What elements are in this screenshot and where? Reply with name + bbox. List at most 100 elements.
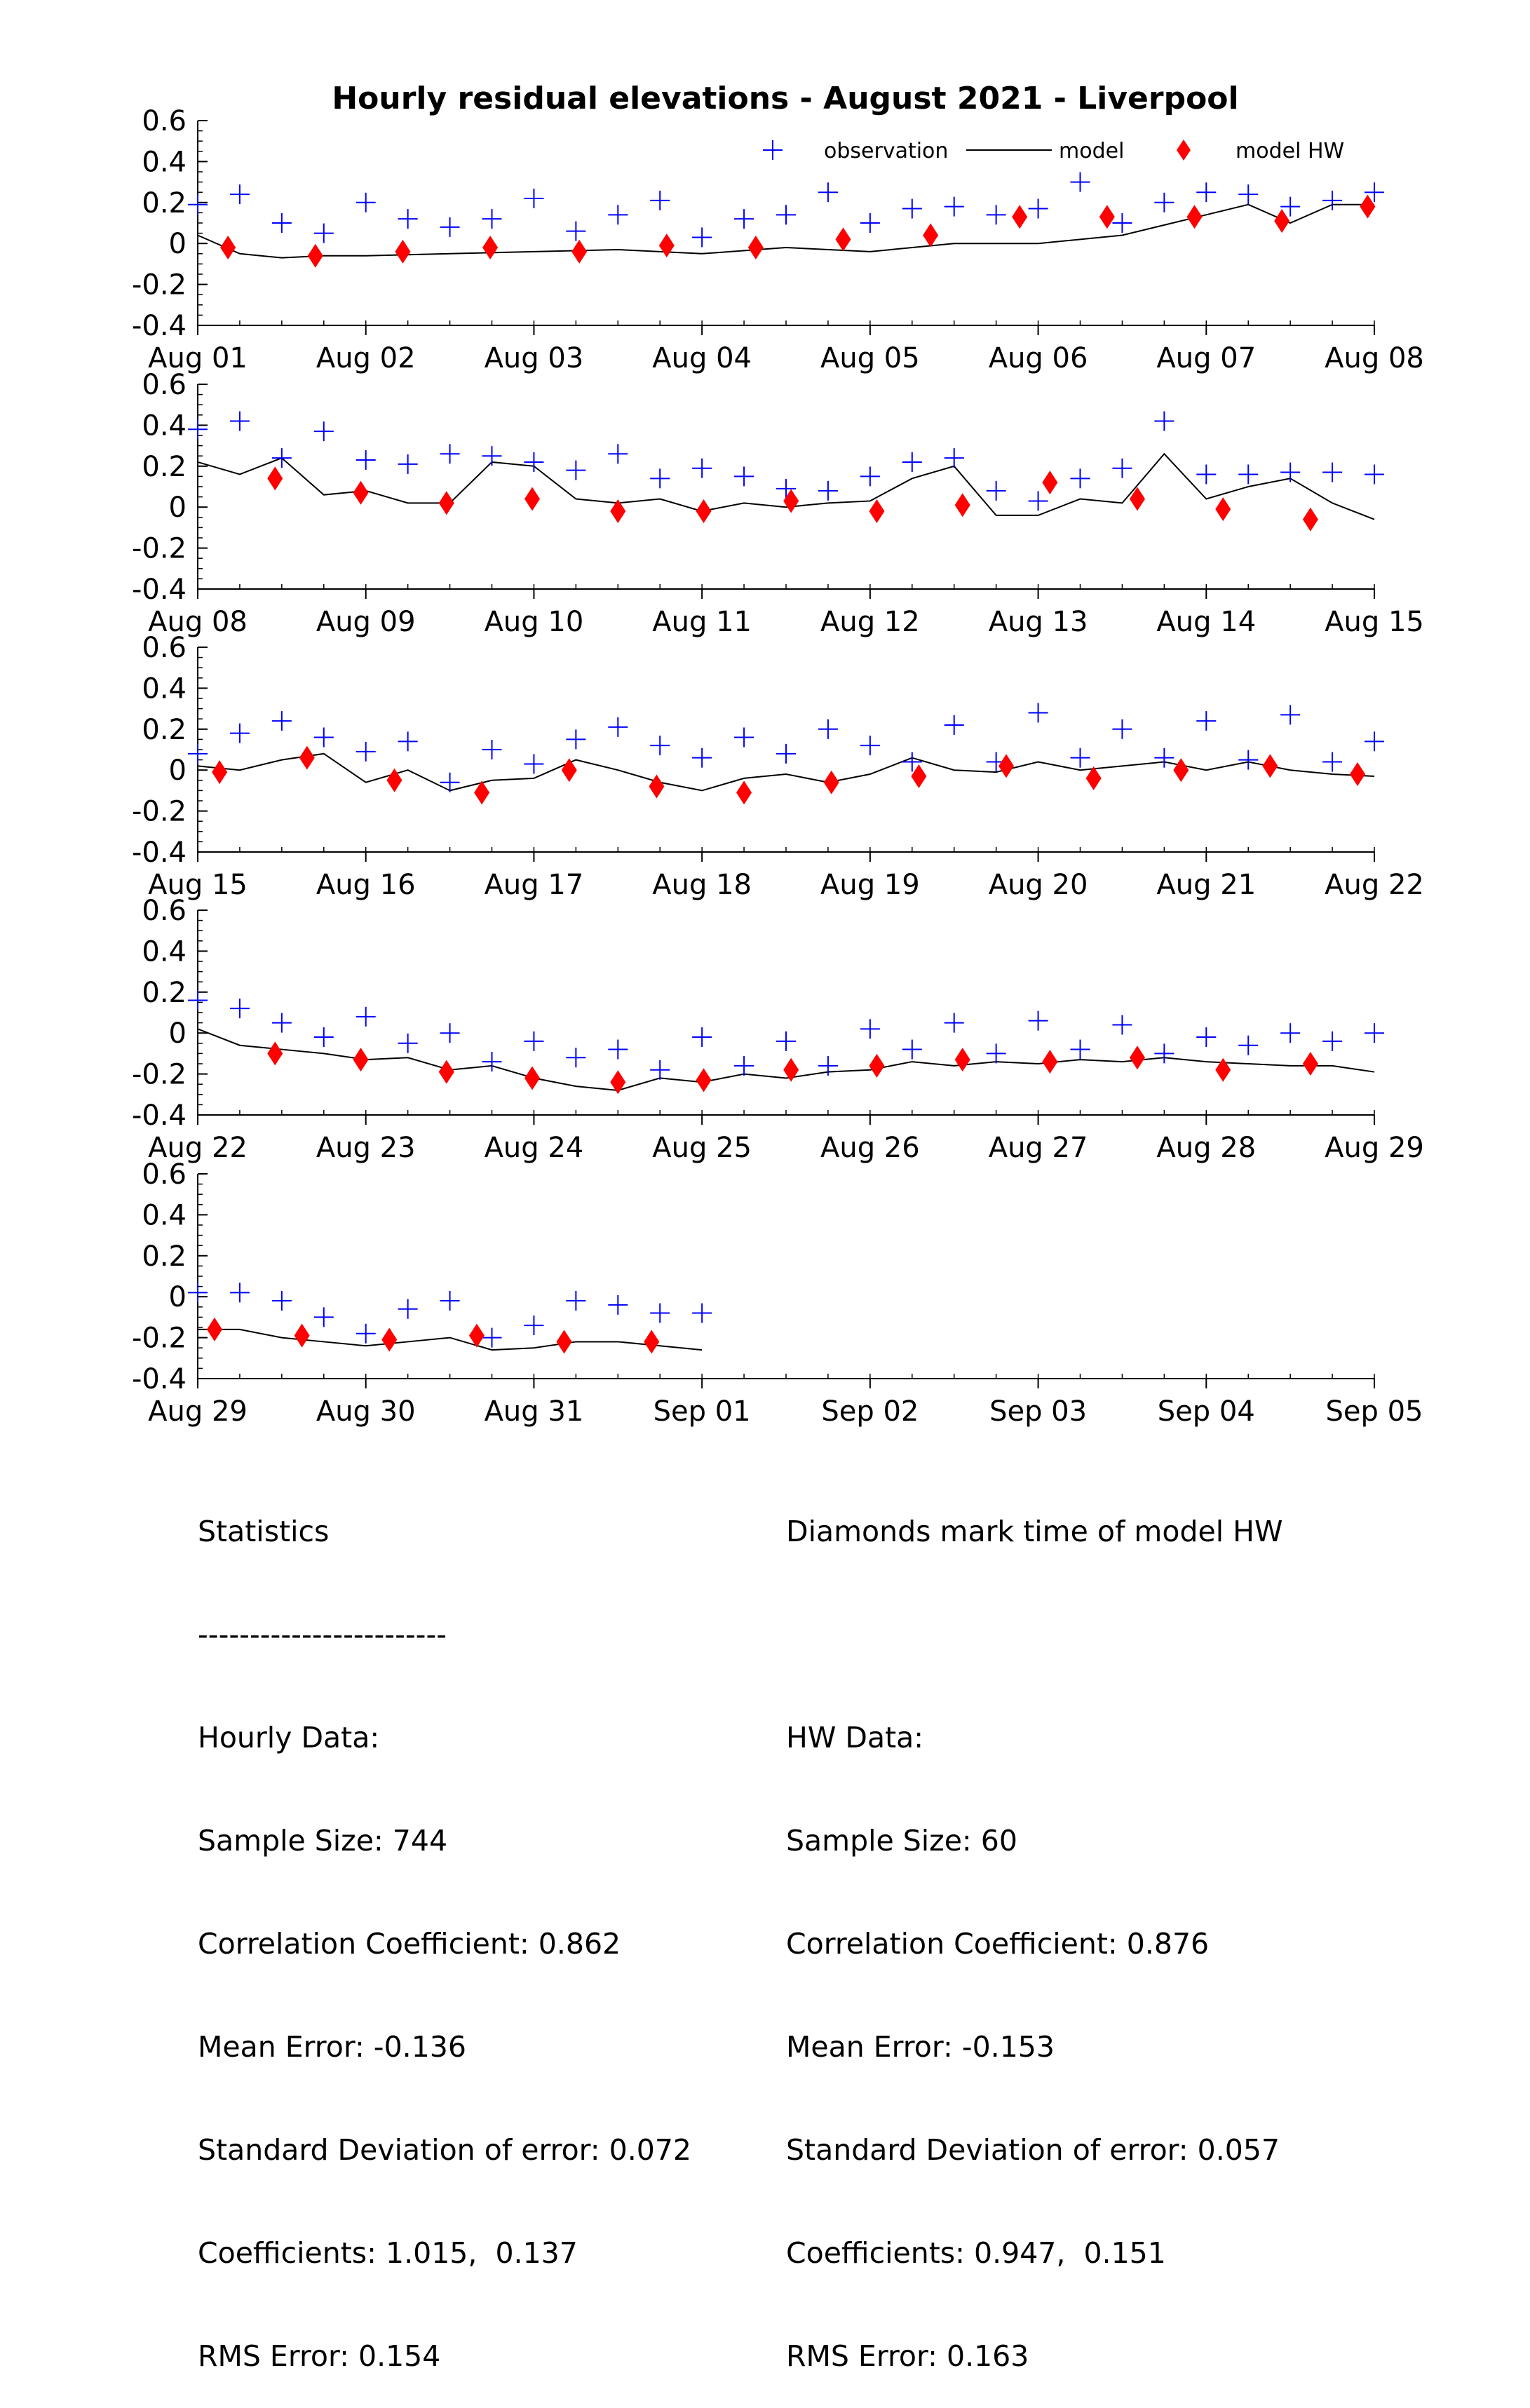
observation-point <box>1070 172 1090 192</box>
observation-point <box>818 480 838 501</box>
observation-point <box>1196 464 1217 485</box>
observation-point <box>860 213 880 233</box>
observation-point <box>440 444 460 464</box>
model-hw-marker <box>294 1323 310 1348</box>
y-tick-label: 0 <box>169 228 187 260</box>
y-tick-label: -0.4 <box>132 310 187 342</box>
model-hw-marker <box>571 239 588 264</box>
model-hw-marker <box>1012 205 1028 229</box>
model-hw-marker <box>1173 758 1189 783</box>
hourly-rms-error: RMS Error: 0.154 <box>198 2339 441 2373</box>
observation-point <box>524 188 544 208</box>
y-tick-label: 0 <box>169 1281 187 1313</box>
observation-point <box>1112 458 1132 478</box>
observation-point <box>229 723 250 743</box>
model-hw-marker <box>438 1060 454 1084</box>
observation-point <box>313 1307 334 1327</box>
model-hw-marker <box>835 227 851 252</box>
y-tick-label: -0.2 <box>132 1323 187 1355</box>
model-hw-marker <box>381 1327 398 1352</box>
legend-label: model HW <box>1235 139 1344 163</box>
hourly-sample-size: Sample Size: 744 <box>198 1824 448 1858</box>
observation-point <box>650 736 670 756</box>
stats-right: Diamonds mark time of model HW HW Data: … <box>786 1446 1283 2408</box>
legend: observation model model HW <box>763 139 1344 163</box>
y-tick-label: 0.6 <box>142 1158 187 1191</box>
observation-point <box>398 1299 418 1319</box>
y-tick-label: -0.2 <box>132 796 187 828</box>
model-hw-marker <box>747 236 764 260</box>
y-tick-label: 0.4 <box>142 935 187 968</box>
observation-point <box>608 1039 628 1060</box>
observation-point <box>313 421 334 442</box>
y-tick-label: 0.6 <box>142 369 187 401</box>
observation-point <box>692 458 712 478</box>
observation-point <box>440 1291 460 1311</box>
observation-point <box>356 1323 376 1344</box>
observation-point <box>776 205 796 225</box>
model-hw-marker <box>524 1066 541 1090</box>
x-tick-label: Sep 01 <box>654 1395 751 1428</box>
y-tick-label: -0.4 <box>132 574 187 606</box>
model-hw-marker <box>353 480 369 505</box>
observation-point <box>650 468 670 489</box>
observation-point <box>188 419 208 440</box>
hw-std-error: Standard Deviation of error: 0.057 <box>786 2133 1280 2167</box>
model-hw-marker <box>353 1048 369 1072</box>
legend-label: model <box>1059 139 1124 163</box>
y-tick-label: 0 <box>169 755 187 787</box>
chart: Hourly residual elevations - August 2021… <box>132 81 1424 1428</box>
observation-point <box>1365 182 1384 203</box>
x-tick-label: Aug 19 <box>820 869 920 901</box>
model-hw-marker <box>736 780 752 805</box>
x-tick-label: Sep 05 <box>1325 1395 1423 1428</box>
y-tick-label: 0 <box>169 492 187 524</box>
observation-point <box>734 727 754 748</box>
model-line <box>198 1328 703 1351</box>
observation-point <box>524 1031 544 1051</box>
observation-point <box>902 752 922 772</box>
model-hw-marker <box>468 1323 485 1348</box>
x-tick-label: Aug 08 <box>1325 342 1424 374</box>
x-tick-label: Aug 24 <box>485 1132 584 1164</box>
y-tick-label: 0.6 <box>142 895 187 927</box>
observation-point <box>398 1033 418 1053</box>
observation-point <box>776 1031 796 1051</box>
x-tick-label: Aug 29 <box>1325 1132 1424 1164</box>
observation-point <box>608 1294 628 1315</box>
observation-point <box>860 1019 880 1039</box>
model-hw-marker <box>1274 209 1290 234</box>
observation-point <box>271 213 292 233</box>
observation-point <box>944 196 964 217</box>
model-line <box>197 203 1374 259</box>
observation-point <box>440 772 460 792</box>
x-tick-label: Aug 15 <box>1325 606 1424 638</box>
x-tick-label: Aug 21 <box>1156 869 1256 901</box>
y-tick-label: -0.2 <box>132 1059 187 1091</box>
x-tick-label: Aug 13 <box>989 606 1088 638</box>
observation-point <box>902 198 922 219</box>
stats-separator: ------------------------ <box>198 1618 447 1651</box>
x-tick-label: Aug 11 <box>652 606 752 638</box>
observation-point <box>986 480 1006 501</box>
observation-point <box>271 711 292 731</box>
model-hw-marker <box>1130 487 1146 511</box>
observation-point <box>608 205 628 225</box>
hw-mean-error: Mean Error: -0.153 <box>786 2030 1055 2064</box>
model-hw-marker <box>1130 1046 1146 1070</box>
model-line <box>197 1028 1375 1091</box>
x-tick-label: Aug 29 <box>148 1395 248 1428</box>
model-hw-marker <box>823 770 839 794</box>
observation-point <box>1070 468 1090 489</box>
y-tick-label: 0.4 <box>142 410 187 442</box>
observation-point <box>398 731 418 752</box>
observation-point <box>860 736 880 756</box>
y-tick-label: -0.4 <box>132 1363 187 1395</box>
observation-point <box>271 448 292 468</box>
hourly-correlation: Correlation Coefficient: 0.862 <box>198 1927 621 1961</box>
observation-point <box>1322 190 1343 210</box>
observation-point <box>566 1048 586 1068</box>
observation-point <box>1280 462 1301 482</box>
observation-point <box>776 478 796 499</box>
